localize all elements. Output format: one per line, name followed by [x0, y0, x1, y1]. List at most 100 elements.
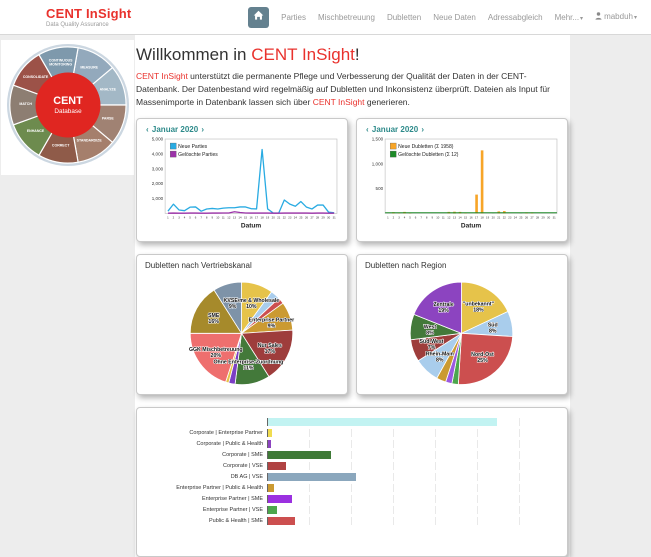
hbar-row-label: Public & Health | SME [143, 518, 267, 524]
svg-text:1,000: 1,000 [372, 161, 384, 166]
svg-text:5: 5 [189, 215, 191, 219]
svg-text:10: 10 [436, 215, 440, 219]
nav-item-mischbetreuung[interactable]: Mischbetreuung [312, 13, 381, 22]
hbar-bar [268, 429, 272, 437]
hbar-bar [268, 517, 295, 525]
prev-month-button[interactable]: ‹ [365, 125, 370, 134]
nav-item-more[interactable]: Mehr...▾ [549, 13, 589, 22]
svg-text:Neue Parties: Neue Parties [178, 144, 207, 150]
nav-item-adressabgleich[interactable]: Adressabgleich [482, 13, 549, 22]
hbar-row: Public & Health | SME [143, 516, 561, 527]
svg-text:9: 9 [211, 215, 213, 219]
hbar-bar [268, 473, 356, 481]
month-label: Januar 2020 [152, 125, 198, 134]
svg-text:30: 30 [547, 215, 551, 219]
svg-text:26: 26 [525, 215, 529, 219]
svg-text:5: 5 [409, 215, 411, 219]
month-label: Januar 2020 [372, 125, 418, 134]
home-button[interactable] [248, 7, 269, 28]
svg-text:ENHANCE: ENHANCE [26, 129, 44, 133]
kanal-matrix-hbar-chart: Corporate | Enterprise Partner Corporate … [143, 417, 561, 527]
svg-text:1: 1 [167, 215, 169, 219]
nav-item-parties[interactable]: Parties [275, 13, 312, 22]
svg-text:3: 3 [178, 215, 180, 219]
svg-text:18: 18 [261, 215, 265, 219]
next-month-button[interactable]: › [200, 125, 205, 134]
svg-text:25: 25 [299, 215, 303, 219]
svg-text:17: 17 [475, 215, 479, 219]
svg-text:7: 7 [420, 215, 422, 219]
svg-text:17: 17 [255, 215, 259, 219]
main-content: Willkommen in CENT InSight! CENT InSight… [135, 35, 570, 557]
svg-text:31: 31 [553, 215, 557, 219]
svg-text:28: 28 [536, 215, 540, 219]
svg-text:18%: 18% [473, 308, 484, 314]
svg-text:10: 10 [216, 215, 220, 219]
nav-item-neue-daten[interactable]: Neue Daten [427, 13, 482, 22]
svg-text:23: 23 [288, 215, 292, 219]
svg-text:15: 15 [464, 215, 468, 219]
svg-text:19: 19 [266, 215, 270, 219]
svg-text:12: 12 [227, 215, 231, 219]
home-icon [253, 8, 264, 26]
next-month-button[interactable]: › [420, 125, 425, 134]
svg-text:23: 23 [508, 215, 512, 219]
svg-text:8: 8 [426, 215, 428, 219]
hbar-bar [268, 440, 271, 448]
svg-text:1,500: 1,500 [372, 136, 384, 141]
svg-text:16: 16 [469, 215, 473, 219]
user-menu[interactable]: mabduh▾ [589, 12, 643, 22]
kanal-matrix-card: Corporate | Enterprise Partner Corporate … [136, 407, 568, 557]
svg-text:18: 18 [481, 215, 485, 219]
svg-text:29: 29 [322, 215, 326, 219]
svg-text:1: 1 [387, 215, 389, 219]
svg-text:Gelöschte Dubletten (Σ 12): Gelöschte Dubletten (Σ 12) [398, 152, 459, 158]
page-title: Willkommen in CENT InSight! [136, 45, 570, 65]
svg-text:12: 12 [447, 215, 451, 219]
prev-month-button[interactable]: ‹ [145, 125, 150, 134]
svg-text:Datum: Datum [461, 222, 481, 229]
svg-text:8%: 8% [489, 328, 497, 334]
hbar-track [267, 451, 561, 459]
svg-text:20: 20 [492, 215, 496, 219]
svg-text:14: 14 [238, 215, 242, 219]
chevron-down-icon: ▾ [580, 16, 583, 22]
user-icon [595, 12, 602, 22]
svg-text:22: 22 [503, 215, 507, 219]
nav-item-dubletten[interactable]: Dubletten [381, 13, 427, 22]
svg-text:8%: 8% [426, 330, 434, 336]
hbar-row: Corporate | Enterprise Partner [143, 428, 561, 439]
brand: CENT InSight Data Quality Assurance [46, 7, 131, 28]
hbar-track [267, 418, 561, 426]
nav-menu: Parties Mischbetreuung Dubletten Neue Da… [248, 7, 643, 28]
hbar-track [267, 462, 561, 470]
svg-text:26: 26 [305, 215, 309, 219]
hbar-row-label: Corporate | Enterprise Partner [143, 430, 267, 436]
svg-text:21: 21 [277, 215, 281, 219]
svg-text:11: 11 [222, 215, 225, 219]
svg-text:16%: 16% [208, 319, 219, 325]
hbar-bar [268, 462, 286, 470]
svg-text:14: 14 [458, 215, 462, 219]
svg-text:29: 29 [542, 215, 546, 219]
hbar-row: Corporate | Public & Health [143, 439, 561, 450]
svg-text:11: 11 [442, 215, 445, 219]
svg-text:27: 27 [310, 215, 314, 219]
svg-text:25: 25 [519, 215, 523, 219]
svg-text:PARSE: PARSE [101, 116, 114, 120]
svg-text:CONSOLIDATE: CONSOLIDATE [22, 75, 48, 79]
hbar-row: Corporate | SME [143, 450, 561, 461]
svg-text:6: 6 [195, 215, 197, 219]
svg-text:Database: Database [54, 108, 82, 115]
svg-text:5,000: 5,000 [152, 136, 164, 141]
brand-title: CENT InSight [46, 7, 131, 20]
svg-text:24: 24 [294, 215, 298, 219]
svg-text:9%: 9% [268, 324, 276, 330]
svg-text:10%: 10% [246, 304, 257, 310]
